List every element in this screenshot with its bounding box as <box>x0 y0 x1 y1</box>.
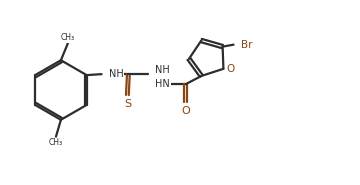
Text: Br: Br <box>242 40 253 50</box>
Text: S: S <box>124 99 131 109</box>
Text: CH₃: CH₃ <box>61 33 75 42</box>
Text: CH₃: CH₃ <box>49 138 63 147</box>
Text: O: O <box>226 64 234 74</box>
Text: NH: NH <box>155 65 170 75</box>
Text: O: O <box>181 106 190 116</box>
Text: HN: HN <box>155 79 170 89</box>
Text: NH: NH <box>108 69 123 79</box>
